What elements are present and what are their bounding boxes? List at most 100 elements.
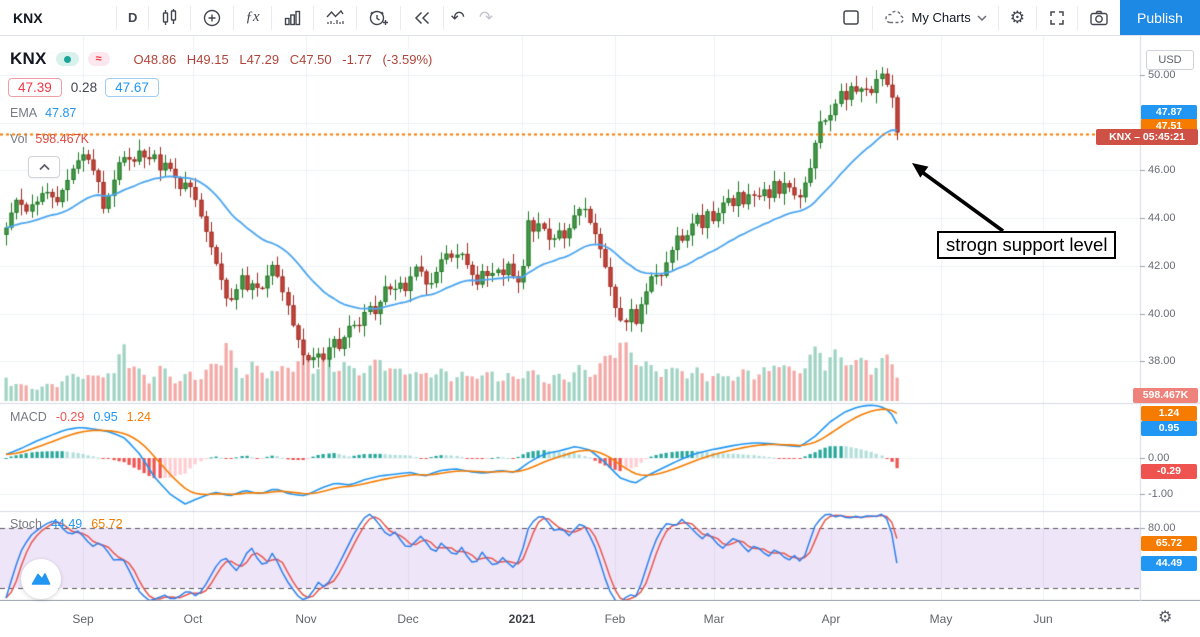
macd-tick-label: 0.00 (1148, 452, 1170, 464)
market-status-badge[interactable] (55, 52, 79, 66)
bid-button[interactable]: 47.39 (8, 78, 62, 97)
my-charts-label: My Charts (911, 10, 971, 25)
toolbar-separator (871, 5, 873, 30)
macd-signal-value: 1.24 (126, 410, 151, 424)
toolbar-separator (116, 5, 117, 30)
toolbar-separator (399, 5, 401, 30)
toolbar-separator (1036, 5, 1037, 30)
redo-icon: ↷ (478, 7, 494, 27)
toolbar-separator (355, 5, 357, 30)
volume-label: Vol (10, 132, 28, 146)
toolbar-separator (190, 5, 192, 30)
price-tick-label: 40.00 (1148, 307, 1176, 320)
plus-circle-icon (202, 8, 222, 28)
ema-legend-row[interactable]: EMA 47.87 (10, 106, 76, 120)
axis-settings-gear-icon[interactable]: ⚙ (1158, 609, 1173, 626)
month-label: Apr (821, 612, 841, 626)
market-open-dot-icon (63, 55, 71, 63)
spread-value: 0.28 (70, 80, 98, 95)
templates-button[interactable] (314, 1, 356, 35)
toolbar-separator (442, 5, 444, 30)
macd-line-value: 0.95 (93, 410, 118, 424)
toolbar-separator (1077, 5, 1078, 30)
indicators-button[interactable]: ƒx (234, 1, 270, 35)
ema-label: EMA (10, 106, 38, 120)
month-label: May (929, 612, 953, 626)
stoch-label: Stoch (10, 517, 42, 531)
volume-value: 598.467K (35, 132, 89, 146)
currency-toggle[interactable]: USD (1146, 50, 1194, 70)
quote-row: 47.39 0.28 47.67 (8, 78, 159, 97)
fundamentals-button[interactable] (272, 1, 313, 35)
volume-legend-row[interactable]: Vol 598.467K (10, 132, 89, 146)
ohlc-values: O48.86 H49.15 L47.29 C47.50 -1.77 (-3.59… (133, 51, 433, 67)
stoch-d-pill: 65.72 (1141, 536, 1197, 551)
fx-icon: ƒx (245, 9, 260, 25)
price-tick-label: 46.00 (1148, 164, 1176, 177)
stoch-legend-row[interactable]: Stoch 44.49 65.72 (10, 517, 123, 531)
toolbar-separator (233, 5, 235, 30)
settings-button[interactable]: ⚙ (999, 1, 1036, 35)
collapse-legend-button[interactable] (28, 156, 60, 178)
chevron-down-icon (977, 14, 987, 21)
price-tick-label: 50.00 (1148, 69, 1176, 81)
price-tick-label: 42.00 (1148, 259, 1176, 272)
chart-style-button[interactable] (149, 1, 190, 35)
top-toolbar: KNX D ƒx (0, 0, 1200, 36)
macd-signal-pill: 1.24 (1141, 406, 1197, 421)
indicator-template-icon (325, 8, 345, 27)
macd-line-pill: 0.95 (1141, 421, 1197, 436)
logo-badge[interactable] (21, 559, 61, 599)
support-annotation-box[interactable]: strogn support level (937, 231, 1117, 259)
undo-button[interactable]: ↶ (444, 1, 472, 35)
toolbar-separator (312, 5, 314, 30)
chevron-up-icon (38, 163, 50, 170)
month-label: Mar (703, 612, 725, 626)
macd-hist-pill: -0.29 (1141, 464, 1197, 479)
ema-value: 47.87 (45, 106, 77, 120)
rewind-icon (412, 9, 432, 27)
snapshot-button[interactable] (1078, 1, 1120, 35)
fullscreen-button[interactable] (1037, 1, 1077, 35)
toolbar-separator (148, 5, 150, 30)
toolbar-separator (997, 5, 999, 30)
stoch-k-pill: 44.49 (1141, 556, 1197, 571)
time-axis[interactable]: Sep Oct Nov Dec 2021 Feb Mar Apr May Jun (0, 601, 1200, 637)
month-label: 2021 (508, 612, 536, 626)
interval-button[interactable]: D (128, 10, 138, 25)
macd-tick-label: -1.00 (1148, 488, 1174, 500)
symbol-search-button[interactable]: KNX (13, 9, 43, 26)
bar-replay-button[interactable] (401, 1, 443, 35)
redo-button[interactable]: ↷ (472, 1, 500, 35)
publish-button[interactable]: Publish (1120, 0, 1200, 35)
mountain-logo-icon (31, 573, 51, 585)
month-label: Sep (72, 612, 94, 626)
macd-hist-value: -0.29 (55, 410, 85, 424)
compare-button[interactable] (191, 1, 233, 35)
cloud-icon (884, 9, 906, 26)
month-label: Oct (183, 612, 203, 626)
alarm-clock-plus-icon (368, 8, 389, 28)
price-tick-label: 44.00 (1148, 212, 1176, 225)
layout-button[interactable] (830, 1, 872, 35)
symbol-legend-row[interactable]: KNX ≈ O48.86 H49.15 L47.29 C47.50 -1.77 … (10, 49, 432, 69)
price-tick-label: 38.00 (1148, 355, 1176, 368)
alert-button[interactable] (357, 1, 400, 35)
macd-label: MACD (10, 410, 47, 424)
ask-button[interactable]: 47.67 (105, 78, 159, 97)
column-chart-icon (283, 8, 302, 27)
delayed-data-badge[interactable]: ≈ (87, 52, 110, 66)
volume-axis-pill: 598.467K (1133, 388, 1198, 403)
month-label: Nov (295, 612, 317, 626)
my-charts-button[interactable]: My Charts (873, 1, 998, 35)
month-label: Feb (604, 612, 626, 626)
ema-price-pill: 47.87 (1141, 105, 1197, 120)
layout-grid-icon (841, 8, 861, 27)
undo-icon: ↶ (450, 7, 465, 27)
stoch-d-value: 65.72 (91, 517, 123, 531)
stoch-k-value: 44.49 (50, 517, 83, 531)
month-label: Dec (397, 612, 419, 626)
macd-legend-row[interactable]: MACD -0.29 0.95 1.24 (10, 410, 151, 424)
